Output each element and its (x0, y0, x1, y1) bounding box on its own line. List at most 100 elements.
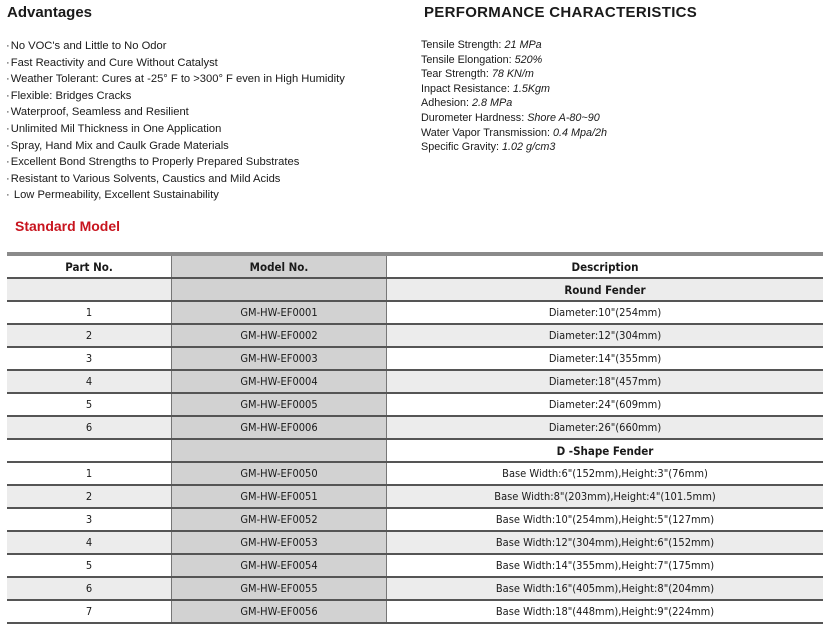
performance-label: Tear Strength: (421, 68, 492, 81)
section-row: D -Shape Fender (7, 440, 823, 463)
table-row: 1 GM-HW-EF0001 Diameter:10"(254mm) (7, 302, 823, 325)
model-no-cell: GM-HW-EF0053 (171, 532, 387, 553)
description-cell: Base Width:14"(355mm),Height:7"(175mm) (495, 559, 715, 572)
part-no-cell: 1 (85, 467, 93, 480)
performance-value: 78 KN/m (491, 68, 534, 81)
table-row: 6 GM-HW-EF0055 Base Width:16"(405mm),Heigh… (7, 578, 823, 601)
performance-item: Tensile Strength: 21 MPa (421, 38, 607, 53)
description-cell: Base Width:8"(203mm),Height:4"(101.5mm) (494, 490, 716, 503)
table-row: 3 GM-HW-EF0003 Diameter:14"(355mm) (7, 348, 823, 371)
standard-model-table: Part No. Model No. Description Round Fen… (7, 252, 823, 624)
performance-value: 520% (514, 53, 543, 66)
table-row: 6 GM-HW-EF0006 Diameter:26"(660mm) (7, 417, 823, 440)
performance-value: 2.8 MPa (472, 97, 513, 110)
advantage-item: No VOC's and Little to No Odor (6, 38, 345, 55)
model-no-cell: GM-HW-EF0056 (171, 601, 387, 622)
part-no-cell: 6 (85, 582, 93, 595)
table-row: 5 GM-HW-EF0005 Diameter:24"(609mm) (7, 394, 823, 417)
section-name: D -Shape Fender (556, 443, 654, 458)
table-row: 3 GM-HW-EF0052 Base Width:10"(254mm),Heigh… (7, 509, 823, 532)
table-row: 1 GM-HW-EF0050 Base Width:6"(152mm),Height… (7, 463, 823, 486)
standard-model-title: Standard Model (15, 218, 121, 234)
model-no-cell: GM-HW-EF0005 (171, 394, 387, 415)
section-part-cell (7, 279, 171, 300)
part-no-cell: 2 (85, 329, 93, 342)
model-no-cell: GM-HW-EF0051 (171, 486, 387, 507)
description-cell: Base Width:18"(448mm),Height:9"(224mm) (495, 605, 715, 618)
performance-value: 1.5Kgm (512, 82, 551, 95)
description-cell: Diameter:24"(609mm) (548, 398, 662, 411)
performance-label: Durometer Hardness: (421, 111, 528, 124)
section-name: Round Fender (564, 282, 646, 297)
performance-label: Adhesion: (421, 97, 473, 110)
advantage-item: Unlimited Mil Thickness in One Applicati… (6, 121, 345, 138)
section-row: Round Fender (7, 279, 823, 302)
performance-label: Specific Gravity: (421, 141, 502, 154)
performance-label: Tensile Strength: (421, 39, 505, 51)
section-part-cell (7, 440, 171, 461)
part-no-cell: 5 (85, 398, 93, 411)
section-model-cell (171, 279, 387, 300)
model-no-cell: GM-HW-EF0050 (171, 463, 387, 484)
performance-list: Tensile Strength: 21 MPa Tensile Elongati… (421, 38, 607, 155)
table-row: 7 GM-HW-EF0056 Base Width:18"(448mm),Heigh… (7, 601, 823, 624)
performance-item: Tensile Elongation: 520% (421, 53, 607, 68)
advantage-item: Flexible: Bridges Cracks (6, 88, 345, 105)
performance-value: Shore A-80~90 (527, 111, 600, 124)
part-no-cell: 6 (85, 421, 93, 434)
performance-value: 0.4 Mpa/2h (553, 126, 608, 139)
performance-item: Inpact Resistance: 1.5Kgm (421, 82, 607, 97)
model-no-cell: GM-HW-EF0055 (171, 578, 387, 599)
table-row: 2 GM-HW-EF0051 Base Width:8"(203mm),Height… (7, 486, 823, 509)
table-row: 4 GM-HW-EF0053 Base Width:12"(304mm),Heigh… (7, 532, 823, 555)
performance-label: Inpact Resistance: (421, 82, 513, 95)
description-cell: Diameter:18"(457mm) (548, 375, 662, 388)
part-no-cell: 1 (85, 306, 93, 319)
part-no-cell: 3 (85, 513, 93, 526)
advantage-item: Waterproof, Seamless and Resilient (6, 104, 345, 121)
description-cell: Base Width:16"(405mm),Height:8"(204mm) (495, 582, 715, 595)
table-row: 2 GM-HW-EF0002 Diameter:12"(304mm) (7, 325, 823, 348)
header-part-no: Part No. (65, 259, 113, 274)
advantage-item: Fast Reactivity and Cure Without Catalys… (6, 55, 345, 72)
header-model-no: Model No. (171, 256, 387, 277)
part-no-cell: 7 (85, 605, 93, 618)
performance-title: PERFORMANCE CHARACTERISTICS (424, 4, 698, 21)
performance-item: Durometer Hardness: Shore A-80~90 (421, 111, 607, 126)
advantages-list: No VOC's and Little to No OdorFast React… (6, 38, 345, 204)
model-no-cell: GM-HW-EF0054 (171, 555, 387, 576)
part-no-cell: 4 (85, 536, 93, 549)
model-no-cell: GM-HW-EF0006 (171, 417, 387, 438)
description-cell: Diameter:10"(254mm) (548, 306, 662, 319)
model-no-cell: GM-HW-EF0001 (171, 302, 387, 323)
model-no-cell: GM-HW-EF0052 (171, 509, 387, 530)
description-cell: Diameter:14"(355mm) (548, 352, 662, 365)
advantage-item: Excellent Bond Strengths to Properly Pre… (6, 154, 345, 171)
description-cell: Diameter:26"(660mm) (548, 421, 662, 434)
performance-value: 21 MPa (504, 39, 542, 51)
description-cell: Base Width:10"(254mm),Height:5"(127mm) (495, 513, 715, 526)
model-no-cell: GM-HW-EF0002 (171, 325, 387, 346)
table-row: 4 GM-HW-EF0004 Diameter:18"(457mm) (7, 371, 823, 394)
advantage-item: Resistant to Various Solvents, Caustics … (6, 171, 345, 188)
advantage-item: Spray, Hand Mix and Caulk Grade Material… (6, 138, 345, 155)
performance-item: Water Vapor Transmission: 0.4 Mpa/2h (421, 126, 607, 141)
model-no-cell: GM-HW-EF0004 (171, 371, 387, 392)
header-description: Description (571, 259, 639, 274)
advantage-item: Weather Tolerant: Cures at -25° F to >30… (6, 71, 345, 88)
performance-value: 1.02 g/cm3 (502, 141, 556, 154)
part-no-cell: 5 (85, 559, 93, 572)
advantages-title: Advantages (7, 4, 93, 21)
part-no-cell: 2 (85, 490, 93, 503)
table-header: Part No. Model No. Description (7, 256, 823, 279)
description-cell: Base Width:12"(304mm),Height:6"(152mm) (495, 536, 715, 549)
performance-item: Tear Strength: 78 KN/m (421, 67, 607, 82)
performance-label: Water Vapor Transmission: (421, 126, 554, 139)
table-row: 5 GM-HW-EF0054 Base Width:14"(355mm),Heigh… (7, 555, 823, 578)
section-model-cell (171, 440, 387, 461)
performance-item: Specific Gravity: 1.02 g/cm3 (421, 140, 607, 155)
description-cell: Diameter:12"(304mm) (548, 329, 662, 342)
advantage-item: Low Permeability, Excellent Sustainabili… (6, 187, 345, 204)
performance-item: Adhesion: 2.8 MPa (421, 96, 607, 111)
performance-label: Tensile Elongation: (421, 53, 515, 66)
